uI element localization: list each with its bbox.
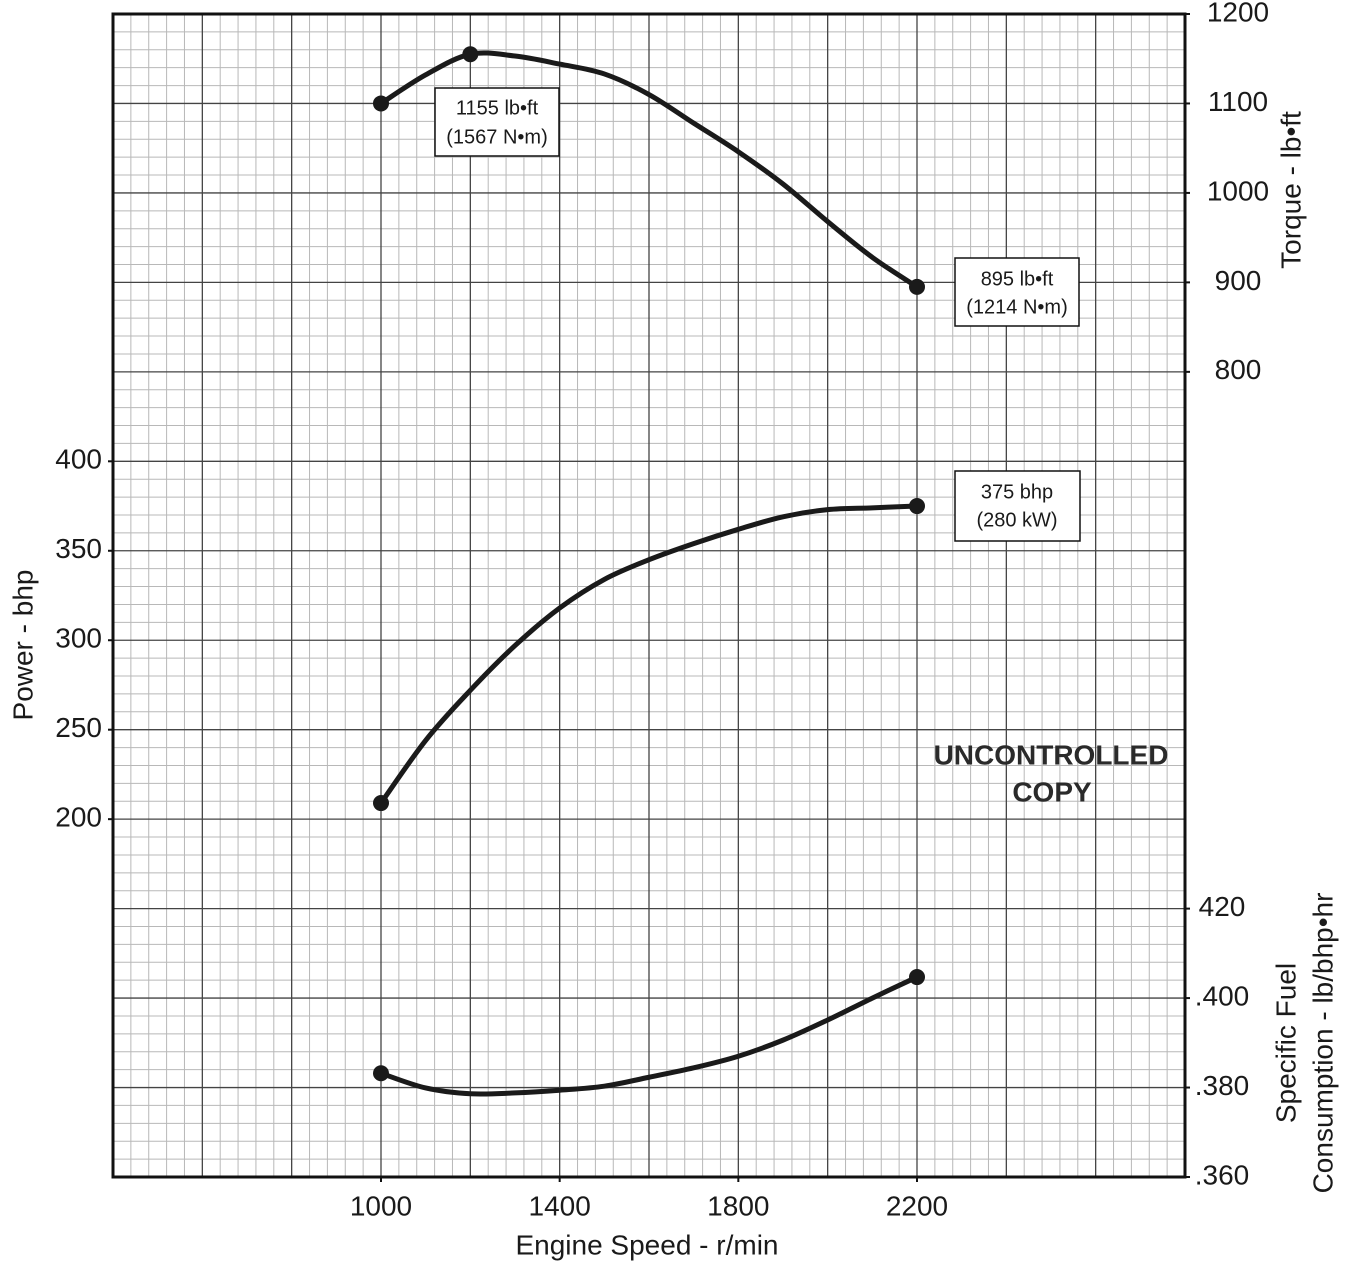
y3-tick-label: .380 [1195, 1070, 1250, 1101]
y-tick-label: 300 [55, 623, 102, 654]
plot-border [111, 12, 1187, 1179]
annotation: (280 kW) [976, 509, 1057, 531]
y2-tick-label: 900 [1215, 265, 1262, 296]
series-line [378, 974, 920, 1097]
series-line [378, 503, 920, 806]
y2-tick-label: 1000 [1207, 175, 1269, 206]
watermark: UNCONTROLLED [934, 739, 1169, 770]
annotation: (1214 N•m) [966, 296, 1067, 318]
y2-axis-title: Torque - lb•ft [1275, 111, 1306, 269]
y-tick-label: 350 [55, 533, 102, 564]
annotation: 1155 lb•ft [456, 97, 539, 119]
y2-tick-label: 800 [1215, 354, 1262, 385]
x-tick-label: 1800 [707, 1190, 769, 1221]
y2-tick-label: 1200 [1207, 0, 1269, 27]
y-tick-label: 250 [55, 712, 102, 743]
grid [108, 13, 1190, 1182]
annotation-box [434, 87, 560, 157]
y3-tick-label: .400 [1195, 980, 1250, 1011]
x-tick-label: 2200 [886, 1190, 948, 1221]
point-marker [909, 278, 925, 295]
annotation: 375 bhp [981, 481, 1053, 503]
point-marker [462, 46, 479, 63]
annotation: (1567 N•m) [446, 126, 547, 148]
y3-tick-label: 420 [1199, 891, 1246, 922]
y-tick-label: 200 [55, 802, 102, 833]
point-marker [373, 1065, 389, 1082]
y-tick-label: 400 [55, 444, 102, 475]
annotation-box [954, 257, 1080, 327]
plot [373, 46, 925, 1097]
watermark: COPY [1012, 776, 1092, 807]
x-tick-label: 1400 [529, 1190, 591, 1221]
y3-axis-title: Consumption - lb/bhp•hr [1307, 893, 1338, 1194]
point-marker [909, 498, 925, 515]
x-axis-title: Engine Speed - r/min [515, 1229, 778, 1260]
point-marker [373, 95, 389, 112]
y3-axis-title: Specific Fuel [1270, 963, 1301, 1123]
point-marker [373, 795, 389, 812]
point-marker [909, 969, 925, 986]
x-tick-label: 1000 [350, 1190, 412, 1221]
y-axis-title: Power - bhp [7, 570, 38, 721]
y3-tick-label: .360 [1195, 1159, 1250, 1190]
annotation-box [954, 470, 1081, 542]
annotation: 895 lb•ft [981, 268, 1054, 290]
y2-tick-label: 1100 [1208, 86, 1268, 117]
